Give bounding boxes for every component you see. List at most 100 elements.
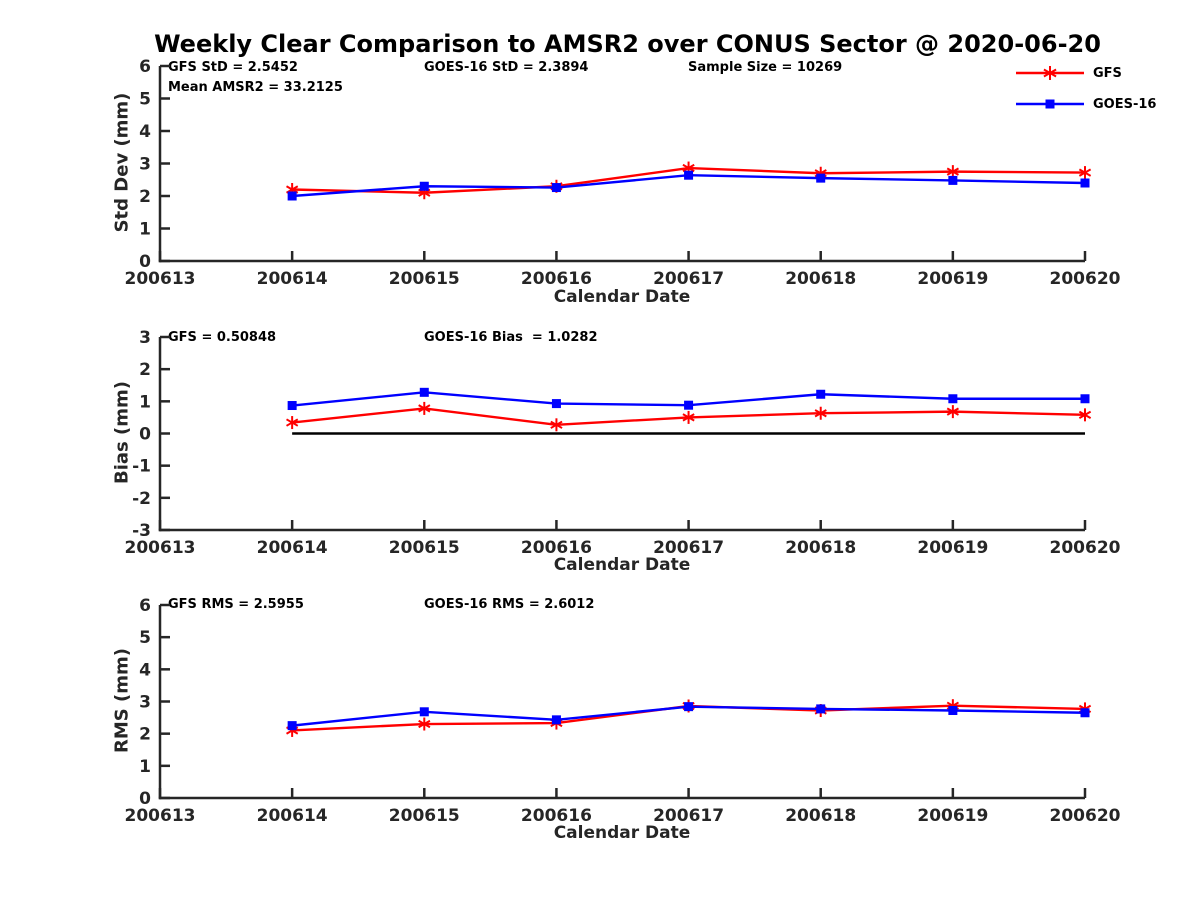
y-tick-label: 6 [139,57,151,77]
xlabel-calendar-date-3: Calendar Date [553,823,691,843]
legend-label-goes16: GOES-16 [1093,96,1157,112]
marker-asterisk [1078,166,1092,180]
marker-square [419,707,429,717]
goes16-line-marker-icon [1016,99,1084,109]
marker-asterisk [946,405,959,419]
x-tick-label: 200613 [125,806,196,826]
marker-square [287,401,297,411]
x-tick-label: 200619 [917,538,988,558]
gfs-line-marker-icon [1016,66,1084,80]
marker-square [684,170,694,180]
y-tick-label: 6 [139,596,151,616]
marker-square [287,721,297,731]
y-tick-label: 0 [139,252,151,272]
y-tick-label: 1 [139,220,151,240]
annotation-gfs-rms: GFS RMS = 2.5955 [168,597,304,612]
x-tick-label: 200614 [257,806,328,826]
legend-entry-goes16: GOES-16 [1014,95,1156,113]
annotation-mean-amsr2: Mean AMSR2 = 33.2125 [168,80,343,95]
xlabel-calendar-date-1: Calendar Date [553,287,691,307]
annotation-goes16-bias: GOES-16 Bias = 1.0282 [424,330,598,345]
x-tick-label: 200620 [1050,269,1121,289]
marker-asterisk [418,717,431,731]
marker-asterisk [1043,66,1057,80]
y-tick-label: 1 [139,757,151,777]
x-tick-label: 200618 [785,269,856,289]
y-tick-label: 0 [139,789,151,809]
marker-square [1080,394,1090,404]
x-tick-label: 200618 [785,806,856,826]
y-tick-label: -2 [132,489,151,509]
y-tick-label: -1 [132,457,151,477]
marker-square [816,389,826,399]
xlabel-calendar-date-2: Calendar Date [553,555,691,575]
y-tick-label: 0 [139,425,151,445]
y-tick-label: 3 [139,328,151,348]
legend-entry-gfs: GFS [1014,64,1122,82]
subplot-0: 0 1 2 3 4 5 6 200613 200614 200615 200616 200617 200… [125,57,1121,289]
x-tick-label: 200620 [1050,806,1121,826]
x-tick-label: 200616 [521,269,592,289]
x-tick-label: 200617 [653,269,724,289]
marker-asterisk [1078,408,1092,422]
annotation-goes16-std: GOES-16 StD = 2.3894 [424,60,589,75]
x-tick-label: 200618 [785,538,856,558]
marker-asterisk [286,416,299,430]
marker-asterisk [814,406,827,420]
x-tick-label: 200615 [389,538,460,558]
marker-square [551,183,561,193]
y-tick-label: 3 [139,155,151,175]
y-tick-label: -3 [132,521,151,541]
y-tick-label: 5 [139,628,151,648]
x-tick-label: 200619 [917,806,988,826]
x-tick-label: 200616 [521,806,592,826]
annotation-goes16-rms: GOES-16 RMS = 2.6012 [424,597,595,612]
marker-square [1045,99,1055,109]
y-tick-label: 4 [139,122,151,142]
chart-title: Weekly Clear Comparison to AMSR2 over CO… [154,30,1101,58]
x-tick-label: 200620 [1050,538,1121,558]
x-tick-label: 200614 [257,538,328,558]
marker-asterisk [682,410,695,424]
marker-square [684,702,694,712]
x-tick-label: 200615 [389,269,460,289]
marker-square [419,387,429,397]
y-tick-label: 2 [139,360,151,380]
marker-square [1080,708,1090,718]
x-tick-label: 200617 [653,806,724,826]
x-tick-label: 200617 [653,538,724,558]
marker-square [948,706,958,716]
marker-square [1080,178,1090,188]
marker-square [948,175,958,185]
marker-asterisk [418,401,431,415]
marker-square [551,715,561,725]
marker-square [684,400,694,410]
annotation-gfs-std: GFS StD = 2.5452 [168,60,298,75]
subplot-1: -3 -2 -1 0 1 2 3 200613 200614 200615 200616 200617… [125,328,1121,558]
y-tick-label: 3 [139,693,151,713]
marker-square [287,191,297,201]
y-tick-label: 1 [139,392,151,412]
x-tick-label: 200613 [125,269,196,289]
annotation-sample-size: Sample Size = 10269 [688,60,843,75]
marker-square [551,399,561,409]
y-tick-label: 2 [139,187,151,207]
x-tick-label: 200613 [125,538,196,558]
y-tick-label: 2 [139,725,151,745]
marker-square [948,394,958,404]
y-tick-label: 5 [139,90,151,110]
marker-square [419,181,429,191]
y-tick-label: 4 [139,660,151,680]
marker-square [816,704,826,714]
legend-label-gfs: GFS [1093,65,1122,81]
x-tick-label: 200616 [521,538,592,558]
subplot-2: 0 1 2 3 4 5 6 200613 200614 200615 200616 200617 200… [125,596,1121,826]
x-tick-label: 200615 [389,806,460,826]
x-tick-label: 200614 [257,269,328,289]
marker-asterisk [550,418,563,432]
marker-square [816,173,826,183]
x-tick-label: 200619 [917,269,988,289]
annotation-gfs-bias: GFS = 0.50848 [168,330,277,345]
